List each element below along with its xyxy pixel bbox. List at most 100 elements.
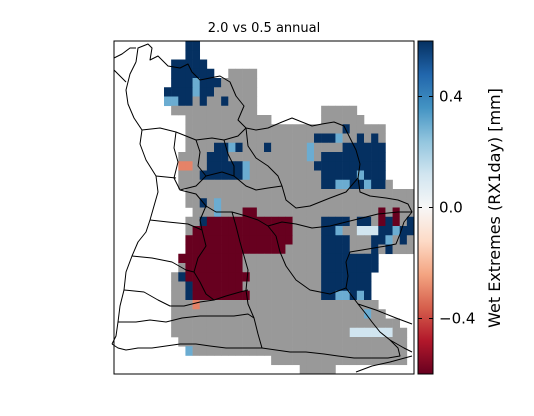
no-data-cell (299, 272, 308, 282)
no-data-cell (264, 309, 272, 319)
no-data-cell (299, 179, 308, 190)
no-data-cell (342, 133, 351, 144)
no-data-cell (285, 142, 293, 153)
no-data-cell (271, 179, 279, 190)
data-cell (342, 124, 351, 134)
no-data-cell (199, 300, 208, 310)
no-data-cell (278, 189, 286, 199)
data-cell (214, 290, 222, 301)
data-cell (249, 244, 258, 255)
data-cell (371, 170, 379, 181)
data-cell (242, 235, 251, 245)
no-data-cell (278, 263, 286, 273)
data-cell (178, 87, 186, 97)
no-data-cell (242, 337, 251, 347)
data-cell (328, 133, 336, 144)
no-data-cell (228, 179, 236, 190)
no-data-cell (171, 327, 179, 338)
no-data-cell (214, 115, 222, 125)
no-data-cell (192, 179, 201, 190)
data-cell (321, 170, 329, 181)
no-data-cell (214, 87, 222, 97)
data-cell (371, 179, 379, 190)
no-data-cell (256, 115, 265, 125)
no-data-cell (235, 96, 243, 107)
no-data-cell (249, 272, 258, 282)
no-data-cell (292, 290, 301, 301)
no-data-cell (356, 309, 365, 319)
no-data-cell (292, 189, 301, 199)
data-cell (199, 68, 208, 79)
no-data-cell (228, 346, 236, 356)
no-data-cell (399, 355, 408, 366)
no-data-cell (271, 346, 279, 356)
no-data-cell (271, 133, 279, 144)
data-cell (185, 96, 193, 107)
no-data-cell (264, 189, 272, 199)
no-data-cell (335, 189, 343, 199)
no-data-cell (292, 170, 301, 181)
no-data-cell (285, 189, 293, 199)
no-data-cell (214, 189, 222, 199)
no-data-cell (264, 253, 272, 264)
no-data-cell (342, 198, 351, 208)
no-data-cell (278, 152, 286, 162)
data-cell (185, 87, 193, 97)
data-cell (278, 226, 286, 236)
no-data-cell (328, 300, 336, 310)
data-cell (214, 281, 222, 292)
data-cell (221, 142, 229, 153)
no-data-cell (192, 327, 201, 338)
no-data-cell (356, 318, 365, 329)
no-data-cell (192, 337, 201, 347)
no-data-cell (185, 226, 193, 236)
data-cell (378, 327, 386, 338)
no-data-cell (214, 346, 222, 356)
data-cell (335, 161, 343, 171)
no-data-cell (299, 235, 308, 245)
no-data-cell (335, 207, 343, 218)
data-cell (264, 226, 272, 236)
data-cell (235, 170, 243, 181)
data-cell (214, 244, 222, 255)
no-data-cell (306, 124, 315, 134)
no-data-cell (306, 207, 315, 218)
no-data-cell (185, 115, 193, 125)
no-data-cell (185, 179, 193, 190)
no-data-cell (342, 337, 351, 347)
district-line-11 (195, 139, 235, 177)
data-cell (214, 152, 222, 162)
no-data-cell (342, 327, 351, 338)
no-data-cell (285, 152, 293, 162)
no-data-cell (349, 235, 358, 245)
no-data-cell (285, 290, 293, 301)
data-cell (214, 170, 222, 181)
no-data-cell (335, 115, 343, 125)
no-data-cell (192, 346, 201, 356)
no-data-cell (285, 346, 293, 356)
data-cell (192, 235, 201, 245)
no-data-cell (321, 124, 329, 134)
data-cell (371, 142, 379, 153)
no-data-cell (242, 346, 251, 356)
no-data-cell (392, 327, 401, 338)
no-data-cell (292, 216, 301, 227)
no-data-cell (356, 346, 365, 356)
no-data-cell (371, 207, 379, 218)
no-data-cell (271, 318, 279, 329)
no-data-cell (178, 281, 186, 292)
no-data-cell (299, 244, 308, 255)
no-data-cell (264, 300, 272, 310)
no-data-cell (349, 300, 358, 310)
data-cell (328, 253, 336, 264)
data-cell (221, 281, 229, 292)
data-cell (285, 226, 293, 236)
no-data-cell (214, 327, 222, 338)
no-data-cell (399, 346, 408, 356)
no-data-cell (306, 309, 315, 319)
data-cell (371, 152, 379, 162)
data-cell (206, 216, 215, 227)
no-data-cell (328, 364, 336, 375)
no-data-cell (271, 309, 279, 319)
data-cell (342, 161, 351, 171)
